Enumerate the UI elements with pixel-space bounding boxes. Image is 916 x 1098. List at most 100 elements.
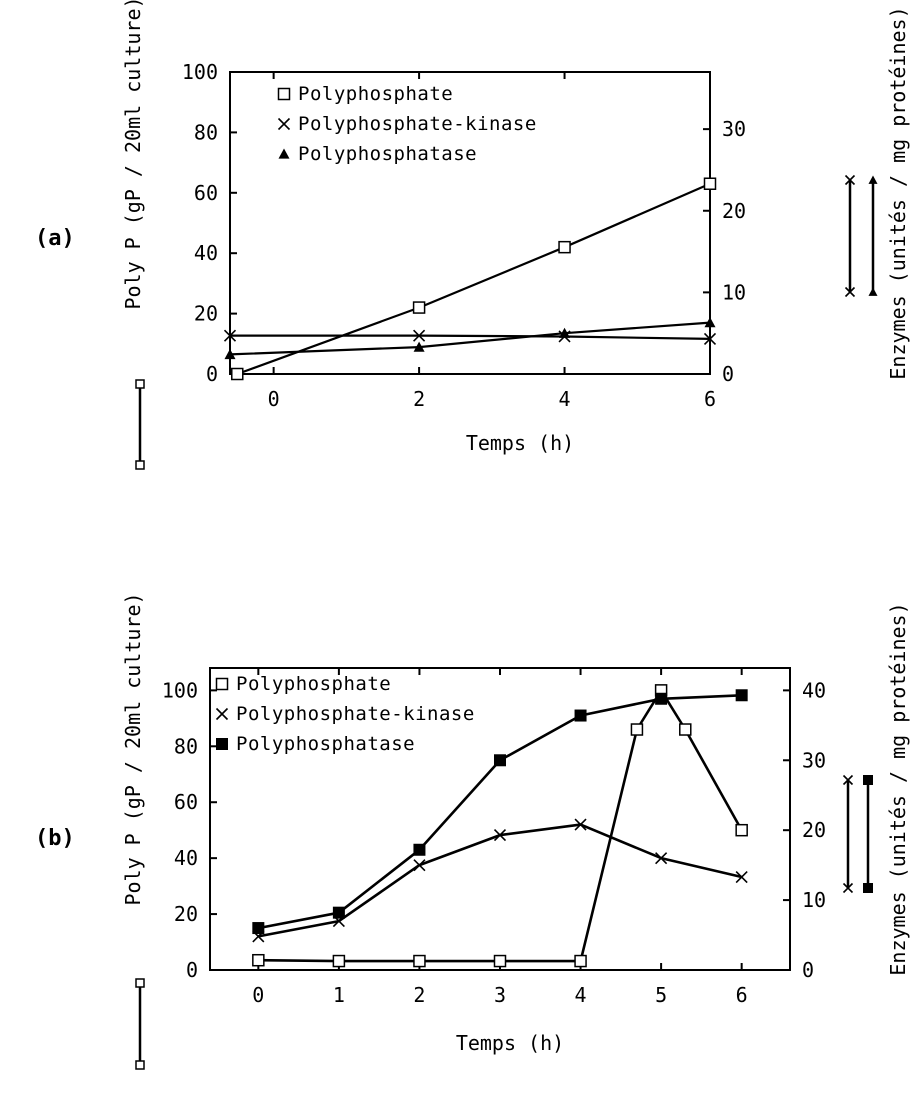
left-key-marker-top — [135, 978, 145, 988]
series-line — [258, 694, 742, 930]
panel-label: (a) — [35, 226, 75, 251]
right-key-marker-phosphatase-bottom — [863, 883, 873, 893]
legend-marker — [277, 87, 291, 101]
series-polyphosphatase — [224, 317, 716, 360]
data-point — [413, 329, 426, 342]
x-tick-label: 0 — [252, 983, 264, 1007]
data-point — [413, 954, 426, 968]
x-tick-label: 6 — [736, 983, 748, 1007]
data-point — [655, 692, 668, 705]
data-point — [231, 367, 244, 381]
data-point — [332, 906, 345, 919]
data-point — [252, 922, 265, 935]
data-point — [494, 754, 506, 767]
legend-marker — [278, 148, 290, 159]
y-tick-label: 80 — [194, 120, 218, 144]
series-polyphosphate-kinase — [252, 818, 748, 943]
y-tick-label: 60 — [174, 790, 198, 814]
data-point — [704, 317, 716, 328]
y-tick-label: 100 — [162, 678, 198, 702]
left-key-marker-bottom — [135, 460, 145, 470]
data-point — [224, 348, 236, 360]
left-key-marker-top — [135, 379, 145, 389]
y-tick-label: 60 — [194, 181, 218, 205]
x-tick-label: 1 — [333, 983, 345, 1007]
y-tick-label: 40 — [174, 846, 198, 870]
data-point — [574, 709, 587, 722]
y2-tick-label: 30 — [722, 117, 746, 141]
y-tick-label: 0 — [206, 362, 218, 386]
series-polyphosphate — [231, 177, 717, 381]
x-tick-label: 4 — [559, 387, 571, 411]
x-axis-title: Temps (h) — [456, 1031, 564, 1055]
legend: Polyphosphate Polyphosphate-kinase Polypho… — [215, 673, 475, 755]
y-tick-label: 80 — [174, 734, 198, 758]
data-point — [332, 954, 346, 968]
legend-label: Polyphosphate-kinase — [236, 703, 475, 725]
legend-label: Polyphosphate-kinase — [298, 113, 537, 135]
legend-marker — [215, 677, 229, 691]
y-axis-title: Poly P (gP / 20ml culture) — [121, 592, 145, 905]
data-point — [559, 327, 571, 338]
legend-marker — [216, 738, 228, 750]
x-tick-label: 4 — [575, 983, 587, 1007]
data-point — [558, 240, 571, 254]
y2-axis-title: Enzymes (unités / mg protéines) — [886, 602, 910, 975]
data-point — [412, 301, 426, 314]
data-point — [252, 953, 265, 967]
y2-tick-label: 30 — [802, 748, 826, 772]
left-key-marker-bottom — [135, 1060, 145, 1070]
y2-tick-label: 40 — [802, 678, 826, 702]
x-tick-label: 0 — [268, 387, 280, 411]
series-line — [230, 334, 711, 340]
y2-tick-label: 0 — [802, 958, 814, 982]
x-tick-label: 6 — [704, 387, 716, 411]
right-key-marker-phosphatase-top — [863, 775, 873, 785]
series-polyphosphate — [252, 684, 748, 968]
legend-label: Polyphosphate — [298, 83, 453, 105]
data-point — [703, 177, 717, 190]
y-tick-label: 0 — [186, 958, 198, 982]
series-line — [258, 689, 743, 963]
right-key-marker-kinase-bottom — [844, 286, 856, 298]
y2-tick-label: 10 — [722, 280, 746, 304]
panel-label: (b) — [35, 826, 75, 851]
right-key-marker-phosphatase-bottom — [868, 287, 878, 296]
data-point — [735, 870, 748, 884]
x-tick-label: 2 — [413, 387, 425, 411]
y2-tick-label: 20 — [802, 818, 826, 842]
y-tick-label: 40 — [194, 241, 218, 265]
y2-tick-label: 20 — [722, 199, 746, 223]
data-point — [630, 723, 644, 736]
data-point — [574, 954, 587, 968]
x-tick-label: 5 — [655, 983, 667, 1007]
data-point — [223, 329, 237, 342]
x-tick-label: 2 — [413, 983, 425, 1007]
right-key-marker-kinase-top — [844, 174, 856, 186]
data-point — [413, 843, 426, 856]
legend-marker — [215, 707, 229, 721]
y-tick-label: 100 — [182, 60, 218, 84]
data-point — [493, 829, 507, 842]
x-tick-label: 3 — [494, 983, 506, 1007]
legend-label: Polyphosphatase — [236, 733, 415, 755]
y2-tick-label: 0 — [722, 362, 734, 386]
data-point — [413, 341, 425, 352]
series-line — [229, 321, 711, 356]
y-tick-label: 20 — [174, 902, 198, 926]
legend-label: Polyphosphatase — [298, 143, 477, 165]
data-point — [493, 954, 507, 968]
y-tick-label: 20 — [194, 302, 218, 326]
data-point — [703, 332, 717, 345]
y2-tick-label: 10 — [802, 888, 826, 912]
series-line — [258, 823, 742, 938]
data-point — [735, 823, 748, 837]
legend-label: Polyphosphate — [236, 673, 391, 695]
legend: Polyphosphate Polyphosphate-kinase Polypho… — [277, 83, 537, 165]
x-axis-title: Temps (h) — [466, 431, 574, 455]
legend-marker — [277, 117, 291, 131]
data-point — [735, 689, 748, 702]
data-point — [679, 723, 692, 736]
